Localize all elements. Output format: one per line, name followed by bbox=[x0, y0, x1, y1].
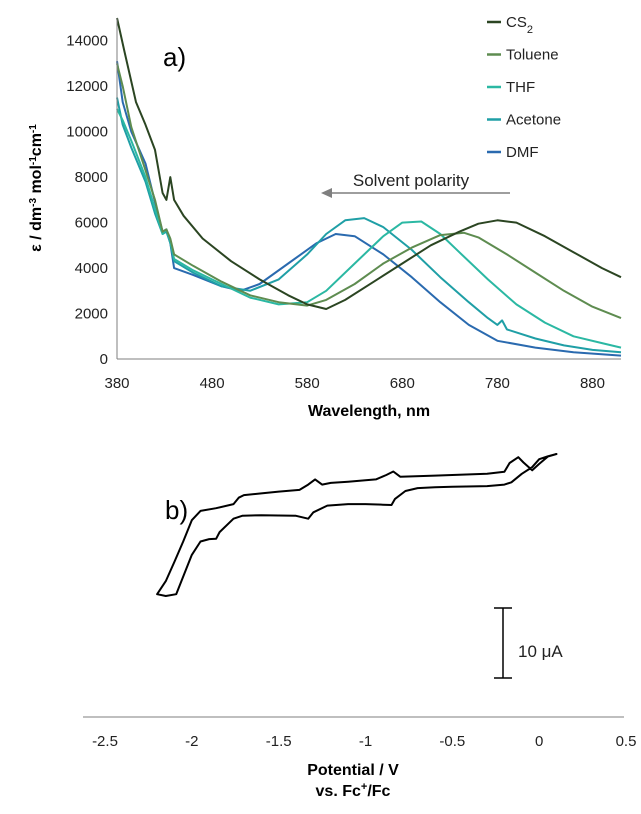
series-line-dmf bbox=[116, 61, 622, 357]
x-tick-label: 880 bbox=[580, 375, 605, 392]
y-tick-label: 6000 bbox=[75, 215, 108, 232]
y-tick-label: 10000 bbox=[66, 124, 108, 141]
y-tick-label: 4000 bbox=[75, 260, 108, 277]
legend-label: THF bbox=[506, 79, 535, 96]
x-tick-label: 680 bbox=[390, 375, 415, 392]
chart-a-y-tick-labels: 0 2000 4000 6000 8000 10000 12000 14000 bbox=[66, 33, 108, 368]
legend-item-acetone: Acetone bbox=[487, 112, 561, 129]
chart-a-x-axis-label: Wavelength, nm bbox=[308, 403, 430, 420]
solvent-polarity-label: Solvent polarity bbox=[353, 171, 470, 190]
chart-a-series-layer bbox=[116, 17, 622, 357]
x-tick-label: 780 bbox=[485, 375, 510, 392]
legend-label: CS2 bbox=[506, 14, 533, 36]
series-line-thf bbox=[116, 108, 622, 349]
x-tick-label: -1.5 bbox=[266, 733, 292, 750]
series-line-cs2 bbox=[116, 17, 622, 310]
x-tick-label: 480 bbox=[200, 375, 225, 392]
series-line-acetone bbox=[116, 97, 622, 354]
chart-b-x-axis-label: Potential / V bbox=[307, 762, 399, 779]
x-tick-label: -0.5 bbox=[439, 733, 465, 750]
legend-label: DMF bbox=[506, 144, 539, 161]
legend-item-dmf: DMF bbox=[487, 144, 539, 161]
chart-a-legend: CS2 Toluene THF Acetone DMF bbox=[487, 14, 561, 161]
x-tick-label: -2.5 bbox=[92, 733, 118, 750]
y-tick-label: 8000 bbox=[75, 169, 108, 186]
x-tick-label: 580 bbox=[295, 375, 320, 392]
legend-label: Acetone bbox=[506, 112, 561, 129]
legend-item-cs2: CS2 bbox=[487, 14, 533, 36]
solvent-polarity-arrowhead bbox=[321, 188, 332, 198]
chart-a-x-tick-labels: 380 480 580 680 780 880 bbox=[104, 375, 605, 392]
chart-a: 0 2000 4000 6000 8000 10000 12000 14000 380 480 5… bbox=[28, 14, 622, 420]
chart-b-x-axis-label-2: vs. Fc+/Fc bbox=[316, 781, 391, 800]
chart-b: -2.5 -2 -1.5 -1 -0.5 0 0.5 b) Potential / V vs… bbox=[83, 453, 636, 800]
series-line-toluene bbox=[116, 63, 622, 320]
scale-bar-label: 10 μA bbox=[518, 642, 563, 661]
x-tick-label: -1 bbox=[359, 733, 372, 750]
x-tick-label: 0 bbox=[535, 733, 543, 750]
y-tick-label: 0 bbox=[100, 351, 108, 368]
chart-b-panel-label: b) bbox=[165, 495, 188, 525]
x-tick-label: -2 bbox=[185, 733, 198, 750]
chart-a-y-axis-label: ε / dm-3 mol-1cm-1 bbox=[28, 124, 46, 252]
chart-a-panel-label: a) bbox=[163, 42, 186, 72]
legend-label: Toluene bbox=[506, 47, 559, 64]
x-tick-label: 380 bbox=[104, 375, 129, 392]
chart-a-annotation: Solvent polarity bbox=[321, 171, 510, 198]
y-tick-label: 2000 bbox=[75, 306, 108, 323]
y-tick-label: 14000 bbox=[66, 33, 108, 50]
legend-item-toluene: Toluene bbox=[487, 47, 559, 64]
chart-b-x-tick-labels: -2.5 -2 -1.5 -1 -0.5 0 0.5 bbox=[92, 733, 636, 750]
current-scale-bar: 10 μA bbox=[494, 607, 563, 679]
legend-item-thf: THF bbox=[487, 79, 535, 96]
x-tick-label: 0.5 bbox=[616, 733, 637, 750]
y-tick-label: 12000 bbox=[66, 78, 108, 95]
cv-trace bbox=[156, 453, 558, 597]
